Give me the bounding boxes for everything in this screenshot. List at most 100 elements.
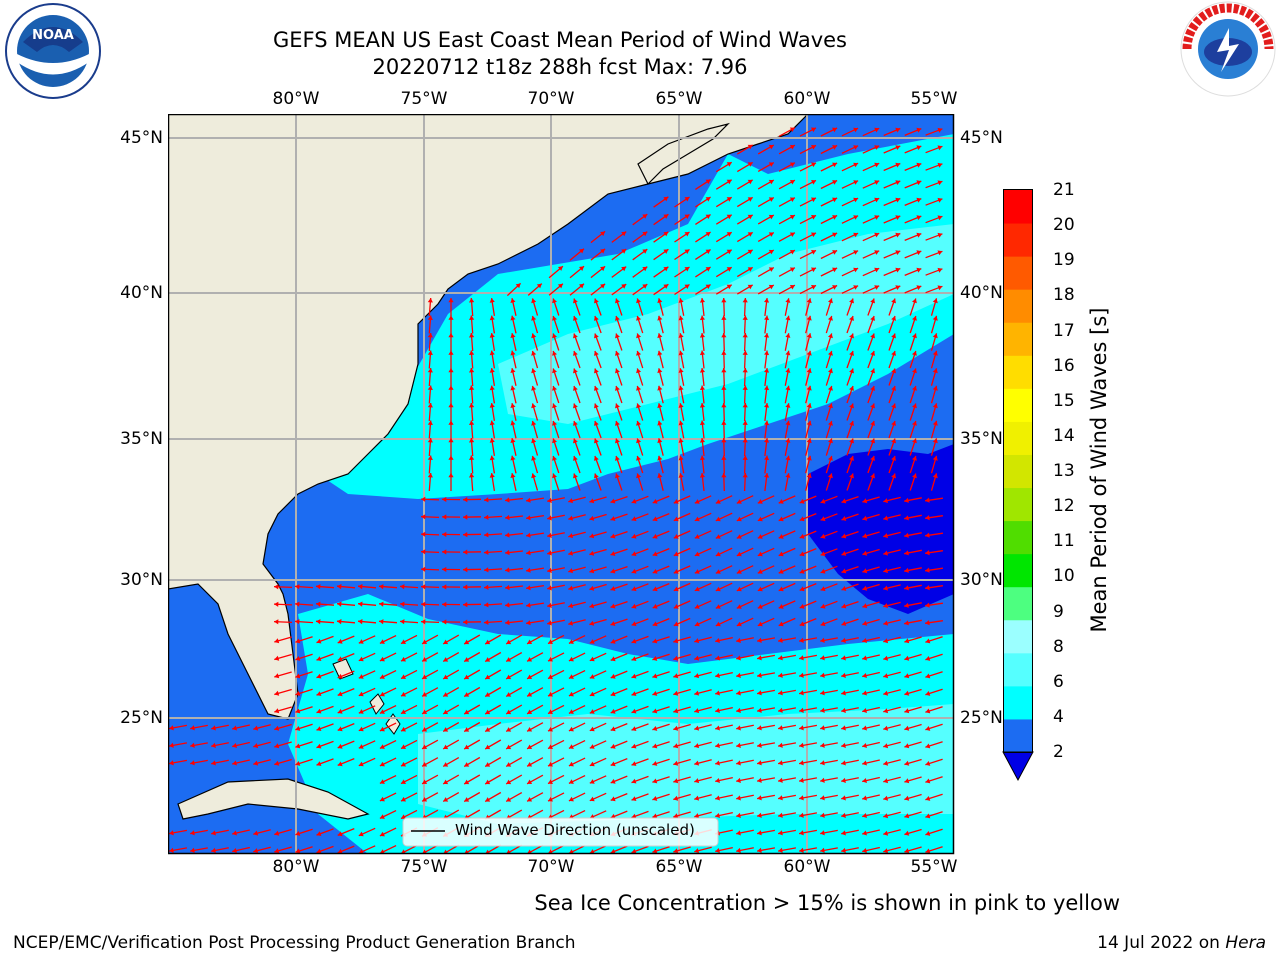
wind-wave-arrowhead xyxy=(736,586,742,592)
lat-label-left-35n: 35°N xyxy=(120,429,163,449)
wind-wave-arrowhead xyxy=(916,162,922,168)
wind-wave-arrowhead xyxy=(510,333,516,338)
wind-wave-arrowhead xyxy=(358,709,364,714)
wind-wave-arrowhead xyxy=(932,368,938,374)
wind-wave-arrowhead xyxy=(579,266,584,271)
wind-wave-arrowhead xyxy=(464,639,470,645)
lon-label-top-75w: 75°W xyxy=(400,89,448,109)
wind-wave-arrowhead xyxy=(358,639,364,644)
wind-wave-arrowhead xyxy=(506,779,512,785)
wind-wave-arrowhead xyxy=(883,655,889,661)
wind-wave-arrowhead xyxy=(841,830,846,836)
wind-wave-arrowhead xyxy=(916,267,922,273)
wind-wave-arrowhead xyxy=(652,586,658,592)
wind-wave-arrowhead xyxy=(642,266,648,272)
wind-wave-arrowhead xyxy=(316,708,322,714)
wind-wave-arrowhead xyxy=(799,707,804,713)
wind-wave-arrowhead xyxy=(828,420,833,426)
wind-wave-arrowhead xyxy=(358,656,364,662)
lon-label-bottom-80w: 80°W xyxy=(272,857,320,877)
wind-wave-arrowhead xyxy=(891,403,896,409)
wind-wave-arrowhead xyxy=(422,744,428,749)
wind-wave-arrowhead xyxy=(778,707,783,713)
wind-wave-arrowhead xyxy=(464,674,470,680)
wind-wave-arrowhead xyxy=(799,637,804,643)
wind-wave-arrowhead xyxy=(190,830,195,836)
wind-wave-arrowhead xyxy=(862,848,867,853)
wind-wave-arrowhead xyxy=(932,333,938,339)
wind-wave-arrowhead xyxy=(904,585,909,591)
wind-wave-arrowhead xyxy=(736,760,741,766)
wind-wave-arrowhead xyxy=(937,145,943,151)
wind-wave-arrowhead xyxy=(768,284,774,290)
wind-wave-arrowhead xyxy=(736,499,742,504)
wind-wave-arrowhead xyxy=(548,761,553,767)
wind-wave-arrowhead xyxy=(510,403,516,408)
wind-wave-arrowhead xyxy=(316,584,321,590)
wind-wave-arrowhead xyxy=(799,777,804,783)
wind-wave-arrowhead xyxy=(853,215,859,220)
wind-wave-arrowhead xyxy=(742,350,748,355)
map-legend-label: Wind Wave Direction (unscaled) xyxy=(455,821,695,839)
wind-wave-arrowhead xyxy=(657,298,663,304)
wind-wave-arrowhead xyxy=(684,232,690,237)
wind-wave-arrowhead xyxy=(925,515,930,521)
wind-wave-arrowhead xyxy=(379,779,385,784)
wind-wave-arrowhead xyxy=(401,779,406,784)
wind-wave-arrowhead xyxy=(274,848,280,854)
wind-wave-arrowhead xyxy=(883,585,888,591)
lon-label-top-60w: 60°W xyxy=(783,89,831,109)
lon-label-top-55w: 55°W xyxy=(910,89,958,109)
wind-wave-arrowhead xyxy=(820,672,825,678)
wind-wave-arrowhead xyxy=(862,533,868,539)
wind-wave-arrowhead xyxy=(548,691,553,697)
wind-wave-arrowhead xyxy=(768,197,774,202)
wind-wave-arrowhead xyxy=(891,421,896,426)
map-legend xyxy=(402,817,719,847)
wind-wave-arrowhead xyxy=(726,232,732,237)
wind-wave-arrowhead xyxy=(778,795,783,801)
wind-wave-arrowhead xyxy=(721,385,727,390)
wind-wave-arrowhead xyxy=(768,144,774,150)
noaa-logo: NOAA xyxy=(5,3,101,99)
wind-wave-arrowhead xyxy=(832,197,838,203)
wind-wave-arrowhead xyxy=(757,621,763,627)
wind-wave-arrowhead xyxy=(485,657,491,662)
wind-wave-arrowhead xyxy=(379,814,385,819)
colorbar-tick-label: 14 xyxy=(1053,425,1075,446)
wind-wave-arrowhead xyxy=(527,674,533,679)
wind-wave-arrowhead xyxy=(337,708,343,714)
wind-wave-arrowhead xyxy=(401,709,406,714)
wind-wave-arrowhead xyxy=(870,473,875,479)
wind-wave-arrowhead xyxy=(715,569,721,574)
land-north-america xyxy=(168,114,809,720)
wind-wave-arrowhead xyxy=(652,568,658,574)
wind-wave-arrowhead xyxy=(736,516,742,522)
wind-wave-arrowhead xyxy=(849,421,854,426)
wind-wave-arrowhead xyxy=(678,438,684,443)
wind-wave-arrowhead xyxy=(673,743,679,749)
wind-wave-arrowhead xyxy=(615,316,620,321)
wind-wave-arrowhead xyxy=(721,368,727,373)
wind-wave-arrowhead xyxy=(789,285,795,290)
wind-wave-arrowhead xyxy=(694,743,700,749)
wind-wave-arrowhead xyxy=(932,385,938,391)
wind-wave-arrowhead xyxy=(552,456,557,461)
wind-wave-arrowhead xyxy=(883,673,889,679)
wind-wave-arrowhead xyxy=(853,180,859,185)
lat-label-right-40n: 40°N xyxy=(960,283,1003,303)
wind-wave-arrowhead xyxy=(891,368,896,374)
wind-wave-arrowhead xyxy=(799,533,805,539)
wind-wave-arrowhead xyxy=(337,656,343,662)
lon-label-bottom-75w: 75°W xyxy=(400,857,448,877)
wind-wave-arrowhead xyxy=(932,420,938,426)
wind-wave-arrowhead xyxy=(694,621,700,627)
wind-wave-arrowhead xyxy=(295,673,301,679)
colorbar-tick-label: 4 xyxy=(1053,706,1064,727)
wind-wave-arrowhead xyxy=(699,403,705,408)
wind-wave-arrowhead xyxy=(485,674,491,680)
wind-wave-arrowhead xyxy=(536,283,542,289)
wind-wave-arrowhead xyxy=(274,760,280,766)
wind-wave-arrowhead xyxy=(594,368,599,374)
wind-wave-arrowhead xyxy=(806,420,812,426)
